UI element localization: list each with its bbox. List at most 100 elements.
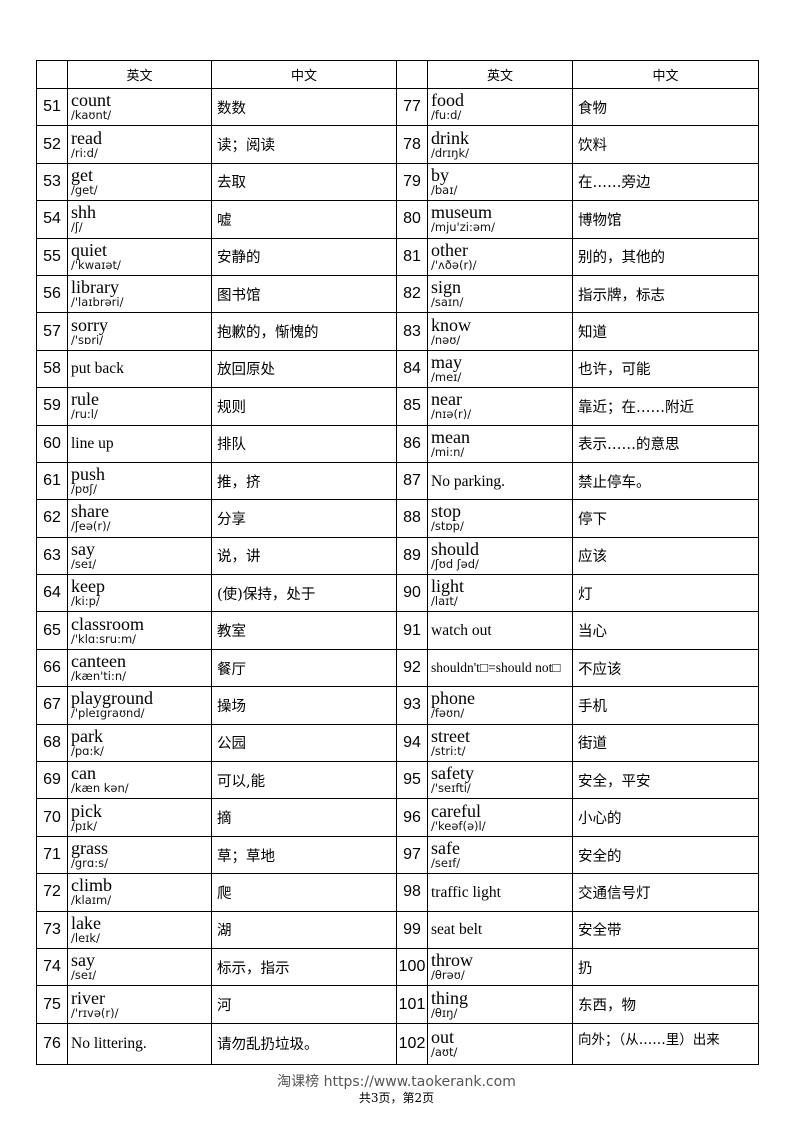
chinese-meaning: 读；阅读 <box>211 125 397 164</box>
phonetic: /ʃ/ <box>71 220 83 235</box>
english-cell: shh/ʃ/ <box>67 200 212 239</box>
english-word: shh <box>71 202 97 223</box>
english-cell: by/baɪ/ <box>427 162 573 202</box>
table-row: 56 library/'laɪbrəri/图书馆 82 sign/saɪn/指示牌，标… <box>36 274 759 314</box>
phonetic: /klaɪm/ <box>71 893 112 908</box>
english-word: put back <box>71 360 124 378</box>
english-word: by <box>431 164 449 185</box>
table-row: 55 quiet/'kwaɪət/安静的 81 other/'ʌðə(r)/别的，其他… <box>36 237 759 276</box>
entry-number: 70 <box>36 798 68 837</box>
english-word: other <box>431 239 468 260</box>
chinese-meaning: 小心的 <box>572 798 759 837</box>
table-row: 64 keep/ki:p/(使)保持，处于 90 light/laɪt/灯 <box>36 574 759 613</box>
chinese-meaning: 餐厅 <box>211 648 397 688</box>
phonetic: /seɪ/ <box>71 968 97 983</box>
header-english: 英文 <box>67 60 212 89</box>
chinese-meaning: 安全的 <box>572 835 759 875</box>
english-cell: museum/mju'zi:əm/ <box>427 200 573 239</box>
table-row: 76 No littering. 请勿乱扔垃圾。 102 out/aʊt/向外；（从……… <box>36 1022 759 1066</box>
table-header-row: 英文 中文 英文 中文 <box>36 60 759 89</box>
phonetic: /kæn'ti:n/ <box>71 669 127 684</box>
english-cell: line up <box>67 424 212 463</box>
entry-number: 87 <box>396 461 428 501</box>
header-chinese: 中文 <box>572 60 759 89</box>
phonetic: /'kwaɪət/ <box>71 257 121 272</box>
english-cell: drink/drɪŋk/ <box>427 125 573 164</box>
chinese-meaning: 应该 <box>572 536 759 576</box>
entry-number: 78 <box>396 125 428 164</box>
english-cell: can/kæn kən/ <box>67 761 212 800</box>
english-cell: No parking. <box>427 461 573 501</box>
phonetic: /nɪə(r)/ <box>431 407 472 422</box>
phonetic: /saɪn/ <box>431 295 464 310</box>
table-row: 52 read/ri:d/读；阅读 78 drink/drɪŋk/饮料 <box>36 125 759 164</box>
table-row: 70 pick/pɪk/摘 96 careful/'keəf(ə)l/小心的 <box>36 798 759 837</box>
english-cell: out/aʊt/ <box>427 1022 573 1066</box>
chinese-meaning: 河 <box>211 985 397 1024</box>
chinese-meaning: 街道 <box>572 723 759 763</box>
english-cell: know/nəʊ/ <box>427 312 573 351</box>
phonetic: /nəʊ/ <box>431 332 461 347</box>
chinese-meaning: 可以,能 <box>211 761 397 800</box>
english-word: grass <box>71 838 108 858</box>
table-row: 63 say/seɪ/说，讲 89 should/ʃʊd ʃəd/应该 <box>36 536 759 576</box>
entry-number: 56 <box>36 274 68 314</box>
chinese-meaning: 表示……的意思 <box>572 424 759 463</box>
table-row: 72 climb/klaɪm/爬 98 traffic light 交通信号灯 <box>36 873 759 912</box>
english-cell: sorry/'sɒri/ <box>67 312 212 351</box>
english-word: rule <box>71 389 99 410</box>
english-cell: thing/θɪŋ/ <box>427 985 573 1024</box>
english-word: say <box>71 950 95 971</box>
table-row: 73 lake/leɪk/湖 99 seat belt 安全带 <box>36 910 759 949</box>
entry-number: 67 <box>36 686 68 725</box>
table-row: 75 river/'rɪvə(r)/河 101 thing/θɪŋ/东西，物 <box>36 985 759 1024</box>
chinese-meaning: 东西，物 <box>572 985 759 1024</box>
english-word: throw <box>431 950 473 971</box>
chinese-meaning: 安全，平安 <box>572 761 759 800</box>
header-num <box>396 60 428 89</box>
english-word: park <box>71 725 103 746</box>
footer-page-number: 共3页，第2页 <box>358 1091 435 1105</box>
english-cell: sign/saɪn/ <box>427 274 573 314</box>
entry-number: 102 <box>396 1022 428 1066</box>
phonetic: /'rɪvə(r)/ <box>71 1005 119 1020</box>
chinese-meaning: 别的，其他的 <box>572 237 759 276</box>
entry-number: 99 <box>396 910 428 949</box>
english-word: sign <box>431 277 462 298</box>
english-cell: say/seɪ/ <box>67 947 212 987</box>
english-word: share <box>71 501 109 522</box>
phonetic: /seɪ/ <box>71 556 97 571</box>
chinese-meaning: 也许，可能 <box>572 349 759 389</box>
english-cell: safe/seɪf/ <box>427 835 573 875</box>
english-cell: traffic light <box>427 873 573 912</box>
chinese-meaning: 摘 <box>211 798 397 837</box>
english-cell: street/stri:t/ <box>427 723 573 763</box>
table-row: 53 get/get/去取 79 by/baɪ/在……旁边 <box>36 162 759 202</box>
phonetic: /pɑ:k/ <box>71 743 104 758</box>
table-row: 67 playground/'pleɪgraʊnd/操场 93 phone/fəʊn/… <box>36 686 759 725</box>
english-cell: light/laɪt/ <box>427 574 573 613</box>
english-cell: get/get/ <box>67 162 212 202</box>
english-word: near <box>431 389 462 410</box>
phonetic: /leɪk/ <box>71 930 100 945</box>
english-word: should <box>431 538 480 559</box>
english-cell: watch out <box>427 611 573 650</box>
english-word: line up <box>71 435 114 453</box>
english-word: pick <box>71 800 102 821</box>
phonetic: /'seɪfti/ <box>431 781 471 796</box>
english-word: say <box>71 538 95 559</box>
table-row: 74 say/seɪ/标示，指示 100 throw/θrəʊ/扔 <box>36 947 759 987</box>
phonetic: /'ʌðə(r)/ <box>431 257 477 272</box>
chinese-meaning: 手机 <box>572 686 759 725</box>
english-word: seat belt <box>431 921 483 939</box>
english-cell: quiet/'kwaɪət/ <box>67 237 212 276</box>
english-word: climb <box>71 875 112 896</box>
entry-number: 63 <box>36 536 68 576</box>
phonetic: /ri:d/ <box>71 145 98 160</box>
chinese-meaning: 爬 <box>211 873 397 912</box>
english-word: stop <box>431 501 462 522</box>
phonetic: /mju'zi:əm/ <box>431 220 495 235</box>
chinese-meaning: 放回原处 <box>211 349 397 389</box>
chinese-meaning: 安全带 <box>572 910 759 949</box>
english-word: classroom <box>71 613 144 634</box>
